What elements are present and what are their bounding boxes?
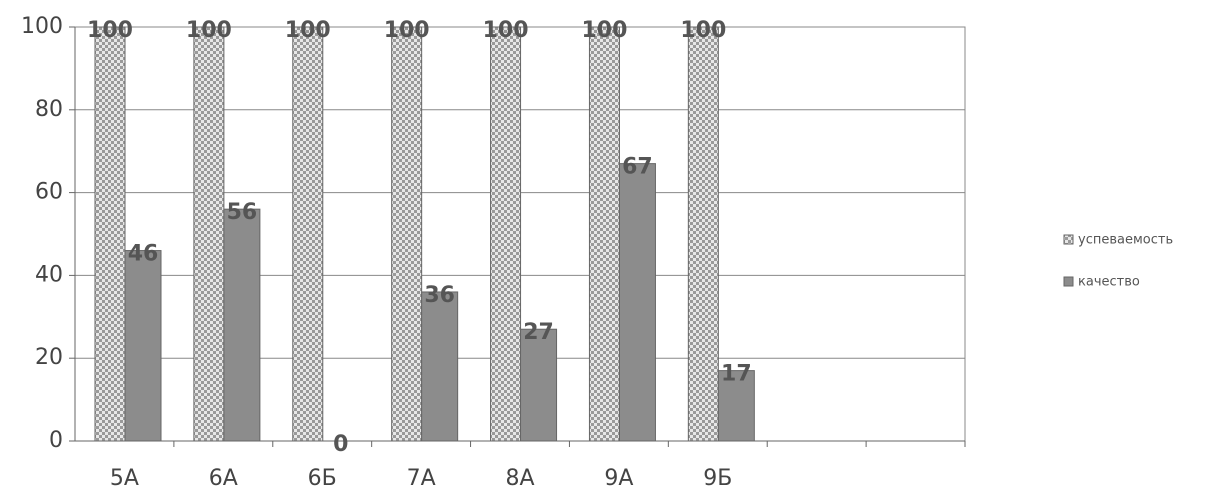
x-tick-label: 7А <box>407 466 436 491</box>
data-label: 100 <box>581 18 627 43</box>
bar <box>618 163 656 442</box>
y-tick-label: 0 <box>49 428 63 453</box>
legend-label: качество <box>1078 275 1140 290</box>
y-tick-label: 60 <box>35 180 63 205</box>
bar <box>421 291 459 442</box>
data-label: 100 <box>680 18 726 43</box>
data-label: 27 <box>523 320 554 345</box>
data-label: 46 <box>128 242 159 267</box>
y-tick-label: 40 <box>35 262 63 287</box>
data-label: 56 <box>227 200 258 225</box>
bar <box>520 328 558 442</box>
bar <box>94 26 126 442</box>
bar <box>490 26 522 442</box>
data-label: 0 <box>333 432 348 457</box>
bar <box>588 26 620 442</box>
data-label: 36 <box>424 283 455 308</box>
x-tick-label: 5А <box>110 466 139 491</box>
bar <box>124 250 162 442</box>
bar <box>391 26 423 442</box>
data-label: 100 <box>285 18 331 43</box>
data-label: 100 <box>384 18 430 43</box>
legend-label: успеваемость <box>1078 233 1173 248</box>
y-tick-label: 80 <box>35 97 63 122</box>
bar <box>292 26 324 442</box>
y-tick-label: 20 <box>35 345 63 370</box>
y-tick-label: 100 <box>21 14 63 39</box>
data-label: 100 <box>483 18 529 43</box>
legend-swatch <box>1063 276 1074 287</box>
x-tick-label: 6А <box>209 466 238 491</box>
x-tick-label: 9А <box>604 466 633 491</box>
bar <box>193 26 225 442</box>
data-label: 100 <box>186 18 232 43</box>
bar <box>687 26 719 442</box>
data-label: 17 <box>721 362 752 387</box>
data-label: 67 <box>622 155 653 180</box>
bar <box>223 208 261 442</box>
x-tick-label: 6Б <box>308 466 337 491</box>
x-tick-label: 8А <box>505 466 534 491</box>
data-label: 100 <box>87 18 133 43</box>
x-tick-label: 9Б <box>703 466 732 491</box>
bar <box>717 370 755 442</box>
legend-swatch <box>1063 234 1074 245</box>
